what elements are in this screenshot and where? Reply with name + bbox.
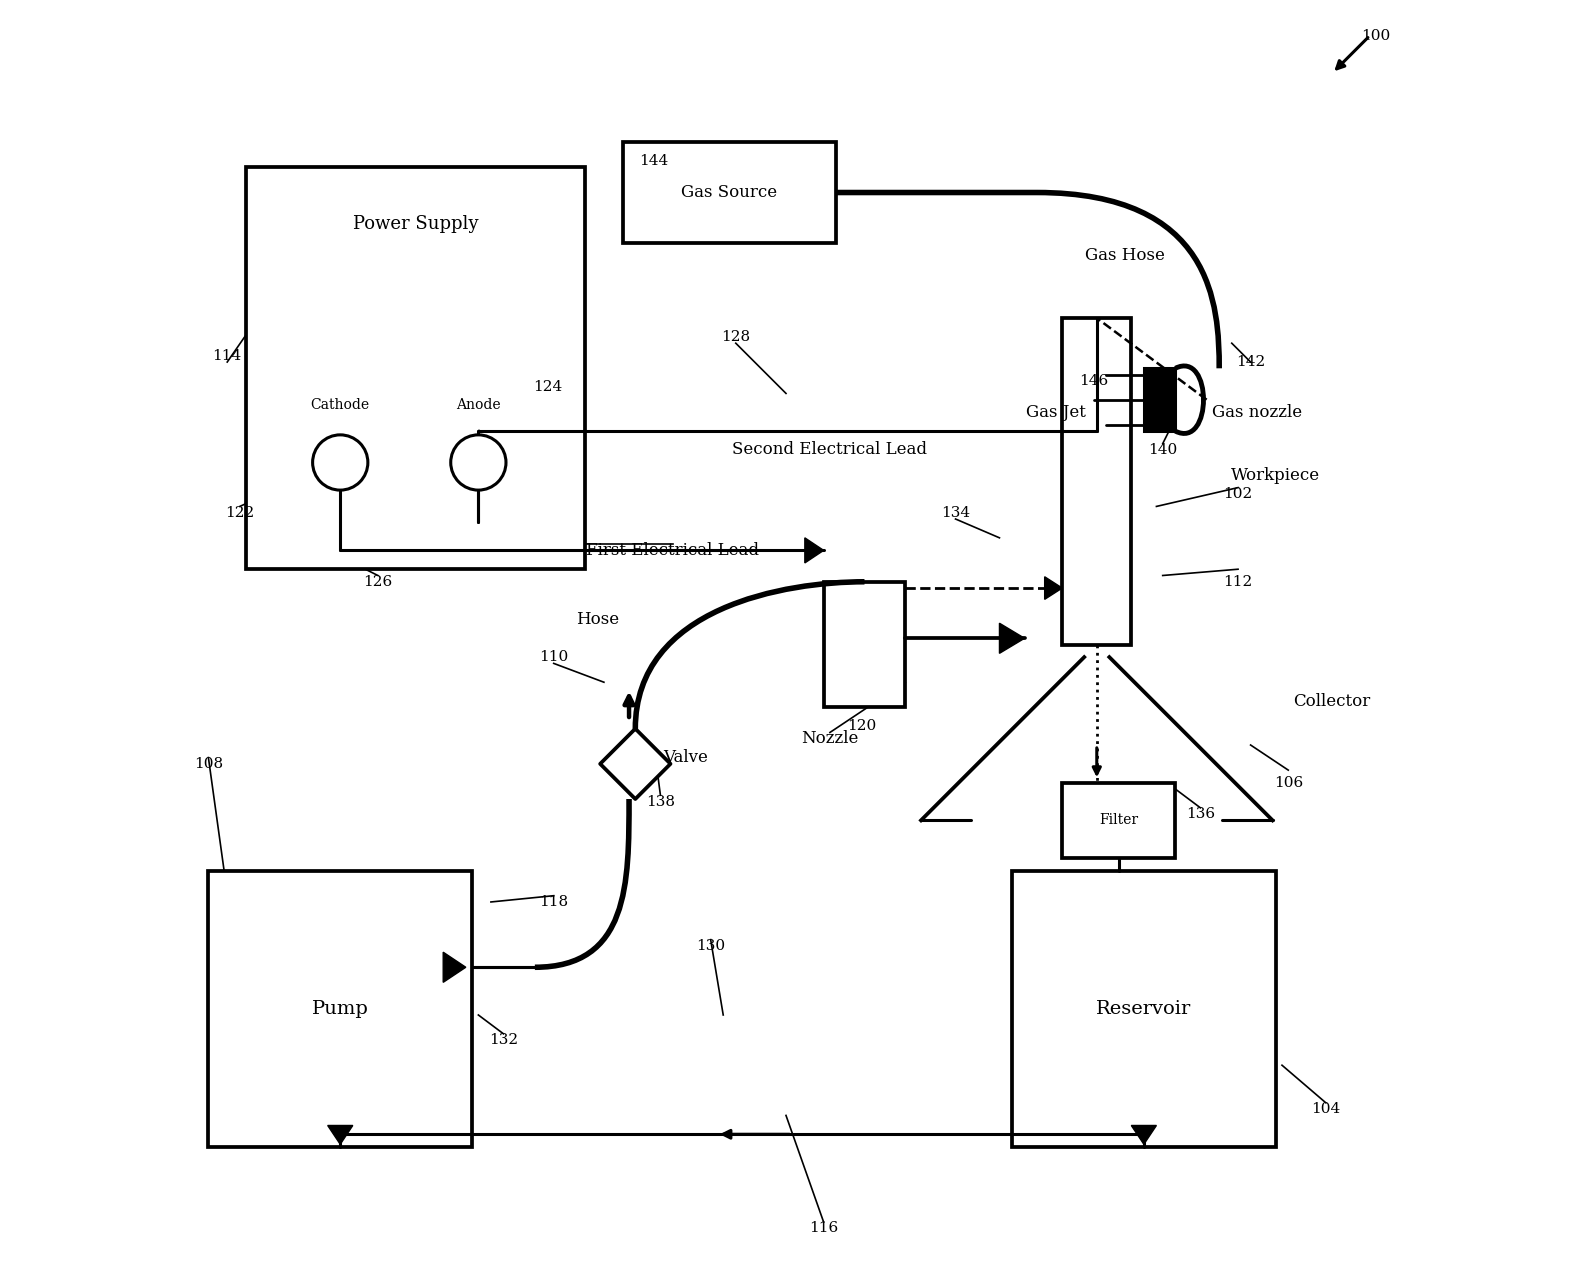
Text: 140: 140 [1148, 442, 1177, 456]
Bar [1063, 319, 1132, 645]
Text: Hose: Hose [575, 611, 619, 628]
Text: 144: 144 [640, 154, 668, 168]
Text: Cathode: Cathode [311, 398, 369, 412]
Text: Gas nozzle: Gas nozzle [1212, 403, 1302, 421]
Polygon shape [1045, 576, 1063, 599]
Text: 122: 122 [225, 506, 255, 520]
Polygon shape [443, 952, 465, 982]
Text: 146: 146 [1078, 374, 1108, 388]
Circle shape [451, 435, 506, 490]
Bar [209, 871, 472, 1146]
Text: 136: 136 [1185, 808, 1215, 822]
Text: 102: 102 [1223, 487, 1253, 501]
Polygon shape [327, 1125, 352, 1144]
Text: 120: 120 [847, 719, 876, 733]
Text: –: – [336, 426, 344, 444]
Text: 104: 104 [1311, 1102, 1341, 1116]
Text: Anode: Anode [456, 398, 500, 412]
Text: 134: 134 [942, 506, 970, 520]
Text: Pump: Pump [311, 1000, 369, 1018]
Text: 116: 116 [810, 1221, 838, 1235]
Text: 112: 112 [1223, 575, 1253, 589]
Text: 132: 132 [489, 1033, 519, 1047]
Polygon shape [601, 728, 671, 799]
Bar [1144, 368, 1176, 431]
Text: Gas Source: Gas Source [681, 185, 778, 201]
Text: Collector: Collector [1294, 693, 1371, 709]
Bar [824, 581, 905, 708]
Text: 142: 142 [1236, 355, 1265, 369]
Text: 124: 124 [533, 380, 563, 394]
Text: Valve: Valve [663, 750, 707, 766]
Text: Gas Hose: Gas Hose [1085, 246, 1165, 264]
Polygon shape [805, 537, 824, 562]
Text: First Electrical Lead: First Electrical Lead [586, 542, 759, 559]
Text: 114: 114 [212, 349, 242, 363]
Text: Second Electrical Lead: Second Electrical Lead [733, 441, 927, 459]
Text: 110: 110 [539, 650, 569, 664]
Bar [247, 167, 585, 569]
Text: 138: 138 [646, 795, 674, 809]
Text: 108: 108 [193, 757, 223, 771]
Text: 100: 100 [1361, 29, 1391, 43]
Bar [1012, 871, 1276, 1146]
Text: Gas Jet: Gas Jet [1027, 403, 1086, 421]
Text: Reservoir: Reservoir [1096, 1000, 1192, 1018]
Text: 118: 118 [539, 895, 567, 909]
Text: 106: 106 [1273, 776, 1303, 790]
Text: 126: 126 [363, 575, 393, 589]
Polygon shape [1132, 1125, 1157, 1144]
Bar [1063, 782, 1176, 858]
Bar [623, 143, 836, 243]
Text: Nozzle: Nozzle [802, 731, 858, 747]
Text: 128: 128 [722, 330, 750, 344]
Text: +: + [472, 427, 486, 444]
Text: Workpiece: Workpiece [1231, 466, 1320, 484]
Text: Filter: Filter [1099, 813, 1138, 828]
Text: Power Supply: Power Supply [352, 215, 478, 233]
Polygon shape [1000, 623, 1025, 653]
Text: 130: 130 [696, 939, 725, 953]
Circle shape [313, 435, 368, 490]
